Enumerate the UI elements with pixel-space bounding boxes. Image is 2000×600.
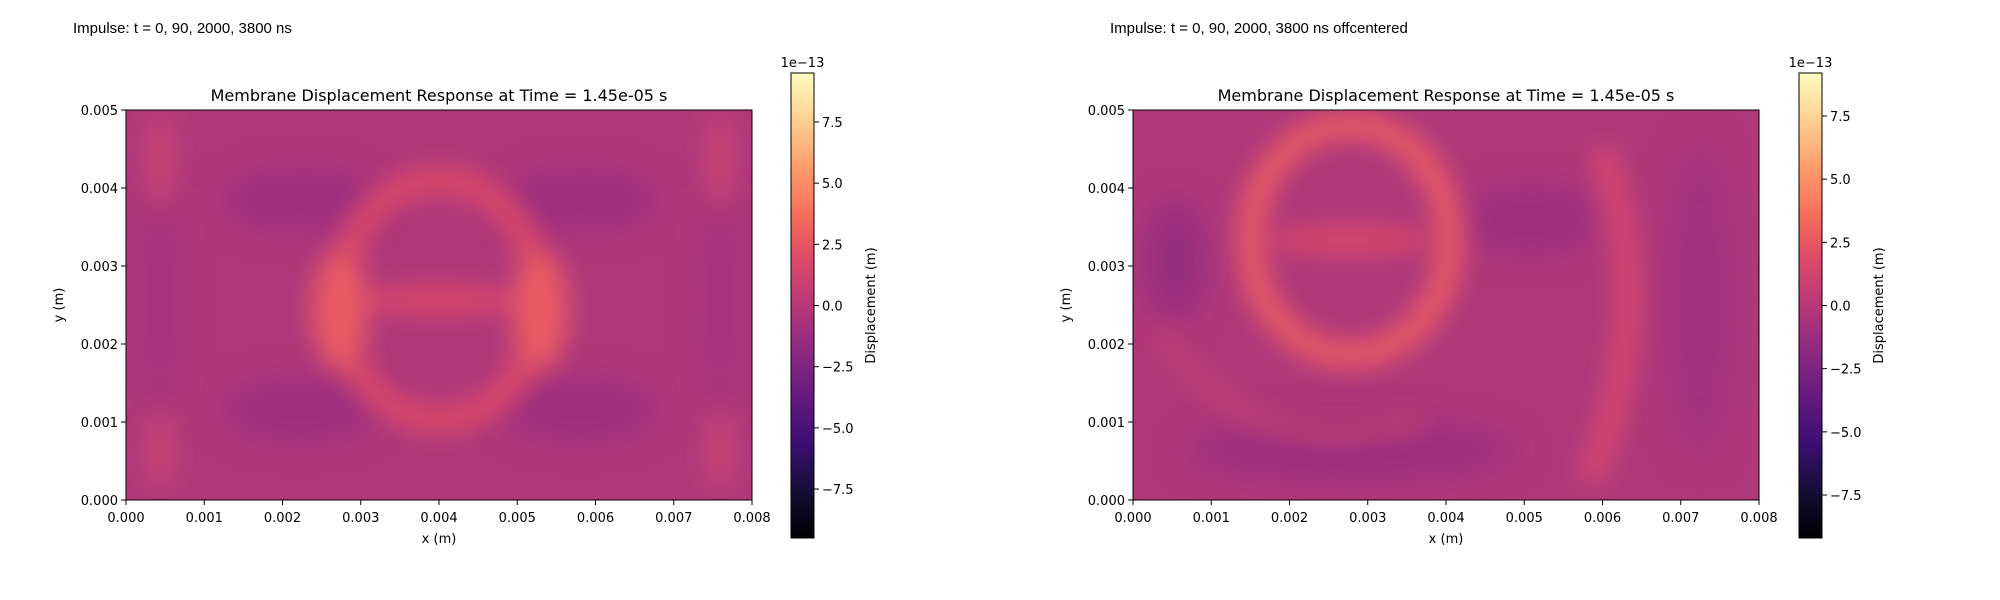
chart-2-ytick-label-5: 0.005 <box>1088 104 1125 119</box>
chart-2-ylabel: y (m) <box>1059 288 1074 323</box>
chart-1-xtick-label-5: 0.005 <box>499 511 536 526</box>
chart-2-cbar-tick-label-6: 7.5 <box>1830 110 1851 125</box>
chart-1-title: Membrane Displacement Response at Time =… <box>211 86 668 105</box>
chart-2-xtick-label-5: 0.005 <box>1506 511 1543 526</box>
left-caption: Impulse: t = 0, 90, 2000, 3800 ns <box>73 20 292 37</box>
chart-2-cbar-tick-label-4: 2.5 <box>1830 236 1851 251</box>
axes-layer: Membrane Displacement Response at Time =… <box>52 56 1887 547</box>
chart-1-ytick-label-2: 0.002 <box>81 338 118 353</box>
chart-2-cbar-tick-label-0: −7.5 <box>1830 489 1862 504</box>
chart-1-xtick-label-0: 0.000 <box>107 511 144 526</box>
chart-2-ytick-label-4: 0.004 <box>1088 182 1125 197</box>
chart-2-cbar-tick-label-3: 0.0 <box>1830 300 1851 315</box>
chart-2-ytick-label-3: 0.003 <box>1088 260 1125 275</box>
chart-2-cbar-multiplier: 1e−13 <box>1789 56 1833 71</box>
chart-2-cbar-tick-label-5: 5.0 <box>1830 173 1851 188</box>
chart-1-ylabel: y (m) <box>52 288 67 323</box>
chart-2-cbar-tick-label-1: −5.0 <box>1830 426 1862 441</box>
right-heatmap <box>1133 110 1759 500</box>
chart-2-xtick-label-0: 0.000 <box>1114 511 1151 526</box>
chart-1-cbar-tick-label-3: 0.0 <box>822 300 843 315</box>
chart-1-ytick-label-0: 0.000 <box>81 494 118 509</box>
chart-2-colorbar <box>1799 73 1822 538</box>
chart-1-cbar-tick-label-0: −7.5 <box>822 483 854 498</box>
chart-2-xtick-label-4: 0.004 <box>1427 511 1464 526</box>
chart-2-title: Membrane Displacement Response at Time =… <box>1218 86 1675 105</box>
chart-2-xtick-label-1: 0.001 <box>1193 511 1230 526</box>
chart-2-ytick-label-1: 0.001 <box>1088 416 1125 431</box>
chart-1-ytick-label-3: 0.003 <box>81 260 118 275</box>
chart-1-ytick-label-4: 0.004 <box>81 182 118 197</box>
chart-2-cbar-tick-label-2: −2.5 <box>1830 363 1862 378</box>
chart-2-xtick-label-3: 0.003 <box>1349 511 1386 526</box>
chart-1-cbar-tick-label-6: 7.5 <box>822 116 843 131</box>
chart-1-xtick-label-8: 0.008 <box>733 511 770 526</box>
chart-2-xtick-label-7: 0.007 <box>1662 511 1699 526</box>
chart-1-xtick-label-1: 0.001 <box>186 511 223 526</box>
chart-1-ytick-label-1: 0.001 <box>81 416 118 431</box>
chart-2-xtick-label-6: 0.006 <box>1584 511 1621 526</box>
chart-1-xtick-label-2: 0.002 <box>264 511 301 526</box>
chart-2-xlabel: x (m) <box>1429 532 1464 547</box>
left-heatmap <box>126 110 752 500</box>
chart-1-xlabel: x (m) <box>422 532 457 547</box>
chart-1-xtick-label-7: 0.007 <box>655 511 692 526</box>
chart-2-xtick-label-2: 0.002 <box>1271 511 1308 526</box>
chart-1-ytick-label-5: 0.005 <box>81 104 118 119</box>
chart-1-cbar-tick-label-2: −2.5 <box>822 361 854 376</box>
chart-1-xtick-label-4: 0.004 <box>420 511 457 526</box>
chart-1-xtick-label-6: 0.006 <box>577 511 614 526</box>
right-caption: Impulse: t = 0, 90, 2000, 3800 ns offcen… <box>1110 20 1408 37</box>
chart-1-xtick-label-3: 0.003 <box>342 511 379 526</box>
chart-2-ytick-label-2: 0.002 <box>1088 338 1125 353</box>
chart-1-colorbar <box>791 73 814 538</box>
chart-1-cbar-tick-label-4: 2.5 <box>822 238 843 253</box>
chart-1-cbar-tick-label-5: 5.0 <box>822 177 843 192</box>
chart-1-cbar-multiplier: 1e−13 <box>781 56 825 71</box>
chart-1-cbar-label: Displacement (m) <box>864 247 879 363</box>
chart-2-cbar-label: Displacement (m) <box>1872 247 1887 363</box>
chart-1-cbar-tick-label-1: −5.0 <box>822 422 854 437</box>
chart-2-ytick-label-0: 0.000 <box>1088 494 1125 509</box>
chart-2-xtick-label-8: 0.008 <box>1740 511 1777 526</box>
